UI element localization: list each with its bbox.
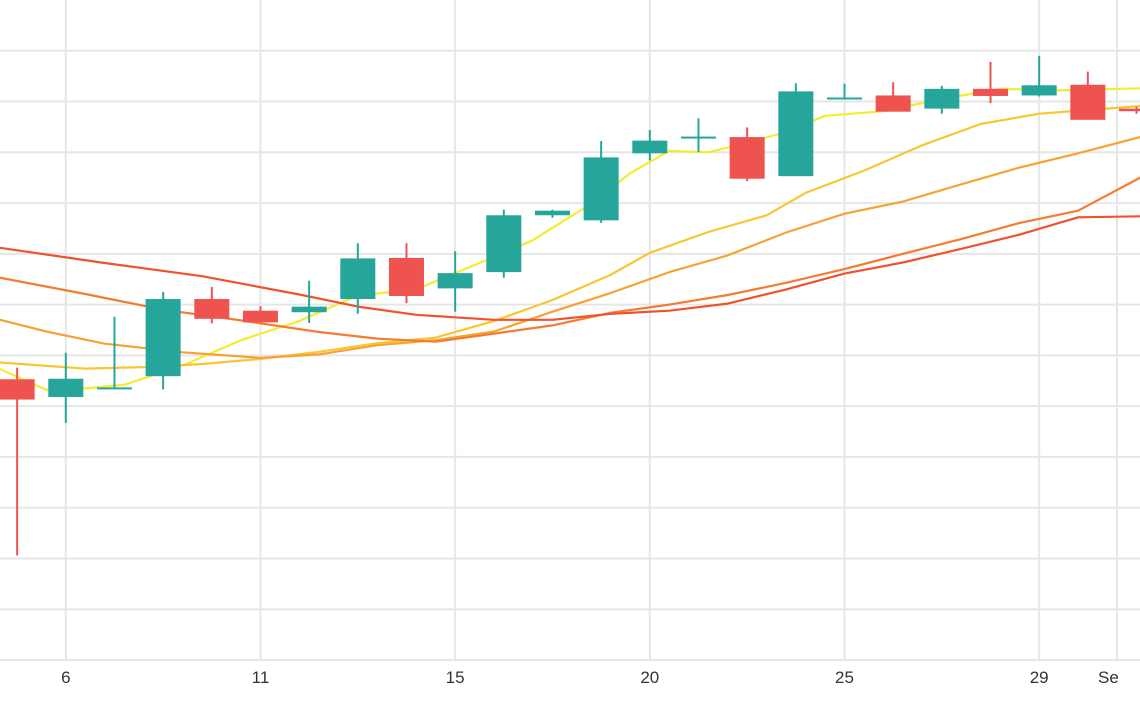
candle [534, 209, 570, 218]
x-tick-label: 6 [61, 668, 70, 687]
moving-average-line [0, 215, 1140, 321]
candle-body [778, 91, 814, 177]
candle [1118, 106, 1140, 114]
candle-body [388, 257, 424, 296]
candle-body [1070, 84, 1106, 120]
candle-body [48, 378, 84, 398]
x-tick-label: 15 [446, 668, 465, 687]
moving-average-line [0, 136, 1140, 359]
candle [340, 243, 376, 314]
candle-body [242, 310, 278, 323]
candle [194, 286, 230, 324]
candle-body [96, 387, 132, 390]
candle-body [583, 157, 619, 221]
candle [924, 85, 960, 114]
x-tick-label: 20 [640, 668, 659, 687]
candle-body [194, 299, 230, 319]
candle [583, 141, 619, 223]
candle-body [826, 97, 862, 100]
candle [48, 352, 84, 423]
candle [729, 127, 765, 182]
candle-body [0, 379, 35, 400]
moving-average-line [0, 105, 1140, 370]
x-axis-tick-labels: 6 11 15 20 25 29 Se [61, 668, 1119, 687]
grid [0, 0, 1140, 661]
candle [291, 280, 327, 323]
candle [0, 367, 35, 556]
candle-body [924, 88, 960, 109]
candle-body [437, 273, 473, 289]
candle [972, 61, 1008, 104]
candle-body [291, 306, 327, 313]
x-tick-label: 11 [252, 668, 270, 687]
x-tick-label: 25 [835, 668, 854, 687]
candle [96, 316, 132, 390]
candle-body [875, 95, 911, 112]
candle-body [1021, 85, 1057, 96]
candle [437, 251, 473, 312]
candle [875, 82, 911, 112]
candle [632, 129, 668, 161]
candle-body [340, 258, 376, 300]
candle [1070, 71, 1106, 120]
candles [0, 55, 1140, 556]
x-tick-label: Se [1098, 668, 1119, 687]
candle [388, 243, 424, 304]
candle [486, 209, 522, 278]
candle-body [680, 136, 716, 139]
candle-body [972, 88, 1008, 96]
candle-body [729, 137, 765, 179]
x-tick-label: 29 [1030, 668, 1049, 687]
candle-body [486, 215, 522, 273]
candle [242, 306, 278, 323]
candle-body [1118, 108, 1140, 112]
candle-body [145, 299, 181, 377]
candle [680, 118, 716, 153]
candle [778, 83, 814, 177]
candle [1021, 55, 1057, 97]
candle-body [632, 140, 668, 154]
candle [145, 291, 181, 390]
candle [826, 83, 862, 100]
candle-body [534, 210, 570, 216]
